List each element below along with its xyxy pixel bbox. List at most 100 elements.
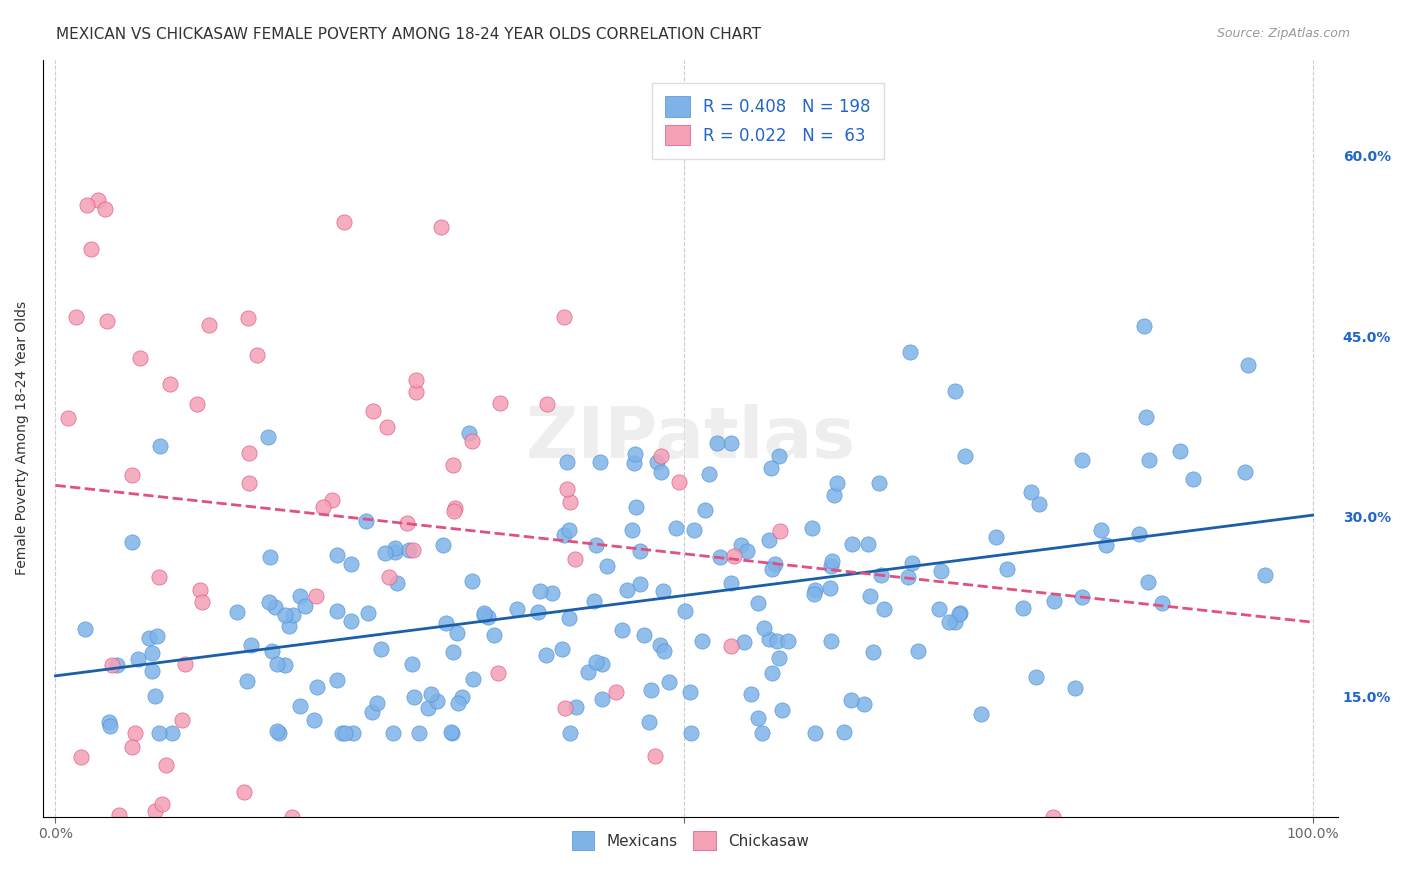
- Mexicans: [852, 697, 875, 711]
- Mexicans: [550, 641, 572, 656]
- Mexicans: [290, 699, 312, 714]
- Mexicans: [765, 633, 787, 648]
- Chickasaw: [486, 665, 509, 680]
- Mexicans: [616, 583, 638, 598]
- Text: MEXICAN VS CHICKASAW FEMALE POVERTY AMONG 18-24 YEAR OLDS CORRELATION CHART: MEXICAN VS CHICKASAW FEMALE POVERTY AMON…: [56, 27, 761, 42]
- Mexicans: [425, 693, 447, 707]
- Mexicans: [820, 581, 842, 595]
- Mexicans: [650, 465, 672, 479]
- Mexicans: [482, 628, 505, 642]
- Mexicans: [558, 611, 581, 625]
- Mexicans: [690, 634, 713, 648]
- Chickasaw: [280, 810, 302, 824]
- Mexicans: [1254, 568, 1277, 582]
- Mexicans: [582, 594, 605, 608]
- Mexicans: [357, 607, 380, 621]
- Mexicans: [628, 577, 651, 591]
- Chickasaw: [402, 542, 425, 557]
- Chickasaw: [129, 351, 152, 365]
- Mexicans: [576, 665, 599, 679]
- Chickasaw: [186, 396, 208, 410]
- Mexicans: [432, 537, 454, 551]
- Mexicans: [384, 541, 406, 555]
- Chickasaw: [768, 524, 790, 538]
- Mexicans: [307, 680, 329, 694]
- Mexicans: [683, 523, 706, 537]
- Chickasaw: [723, 549, 745, 563]
- Mexicans: [330, 725, 353, 739]
- Mexicans: [283, 608, 305, 623]
- Mexicans: [585, 656, 607, 670]
- Mexicans: [640, 683, 662, 698]
- Mexicans: [1095, 538, 1118, 552]
- Mexicans: [75, 623, 97, 637]
- Chickasaw: [361, 404, 384, 418]
- Mexicans: [638, 714, 661, 729]
- Mexicans: [441, 645, 464, 659]
- Mexicans: [458, 425, 481, 440]
- Mexicans: [761, 666, 783, 681]
- Mexicans: [1070, 591, 1092, 605]
- Mexicans: [633, 628, 655, 642]
- Mexicans: [381, 725, 404, 739]
- Mexicans: [591, 692, 613, 706]
- Mexicans: [529, 584, 551, 599]
- Chickasaw: [172, 713, 194, 727]
- Mexicans: [862, 645, 884, 659]
- Mexicans: [259, 550, 281, 565]
- Mexicans: [505, 602, 527, 616]
- Chickasaw: [333, 215, 356, 229]
- Chickasaw: [150, 797, 173, 811]
- Mexicans: [335, 725, 357, 739]
- Mexicans: [645, 455, 668, 469]
- Chickasaw: [76, 198, 98, 212]
- Mexicans: [1135, 410, 1157, 425]
- Mexicans: [257, 595, 280, 609]
- Mexicans: [970, 707, 993, 722]
- Mexicans: [1064, 681, 1087, 695]
- Mexicans: [1133, 318, 1156, 333]
- Chickasaw: [155, 758, 177, 772]
- Mexicans: [859, 589, 882, 603]
- Chickasaw: [56, 411, 79, 425]
- Mexicans: [1019, 484, 1042, 499]
- Mexicans: [735, 543, 758, 558]
- Mexicans: [770, 703, 793, 717]
- Mexicans: [612, 623, 634, 637]
- Mexicans: [105, 658, 128, 673]
- Mexicans: [226, 605, 249, 619]
- Mexicans: [160, 725, 183, 739]
- Mexicans: [841, 537, 863, 551]
- Chickasaw: [321, 493, 343, 508]
- Mexicans: [553, 528, 575, 542]
- Mexicans: [1028, 497, 1050, 511]
- Mexicans: [263, 599, 285, 614]
- Chickasaw: [94, 202, 117, 216]
- Mexicans: [366, 696, 388, 710]
- Mexicans: [709, 549, 731, 564]
- Chickasaw: [121, 467, 143, 482]
- Mexicans: [751, 725, 773, 739]
- Chickasaw: [86, 193, 108, 207]
- Chickasaw: [443, 503, 465, 517]
- Mexicans: [236, 674, 259, 689]
- Mexicans: [953, 449, 976, 463]
- Mexicans: [697, 467, 720, 482]
- Mexicans: [820, 559, 842, 574]
- Mexicans: [900, 557, 922, 571]
- Mexicans: [624, 447, 647, 461]
- Mexicans: [768, 449, 790, 463]
- Mexicans: [474, 608, 496, 623]
- Text: ZIPatlas: ZIPatlas: [526, 404, 855, 473]
- Mexicans: [758, 632, 780, 646]
- Chickasaw: [1042, 810, 1064, 824]
- Chickasaw: [461, 434, 484, 449]
- Chickasaw: [96, 314, 118, 328]
- Mexicans: [416, 701, 439, 715]
- Mexicans: [1137, 574, 1160, 589]
- Mexicans: [257, 430, 280, 444]
- Chickasaw: [190, 595, 212, 609]
- Mexicans: [595, 559, 617, 574]
- Mexicans: [800, 521, 823, 535]
- Legend: R = 0.408   N = 198, R = 0.022   N =  63: R = 0.408 N = 198, R = 0.022 N = 63: [652, 83, 884, 159]
